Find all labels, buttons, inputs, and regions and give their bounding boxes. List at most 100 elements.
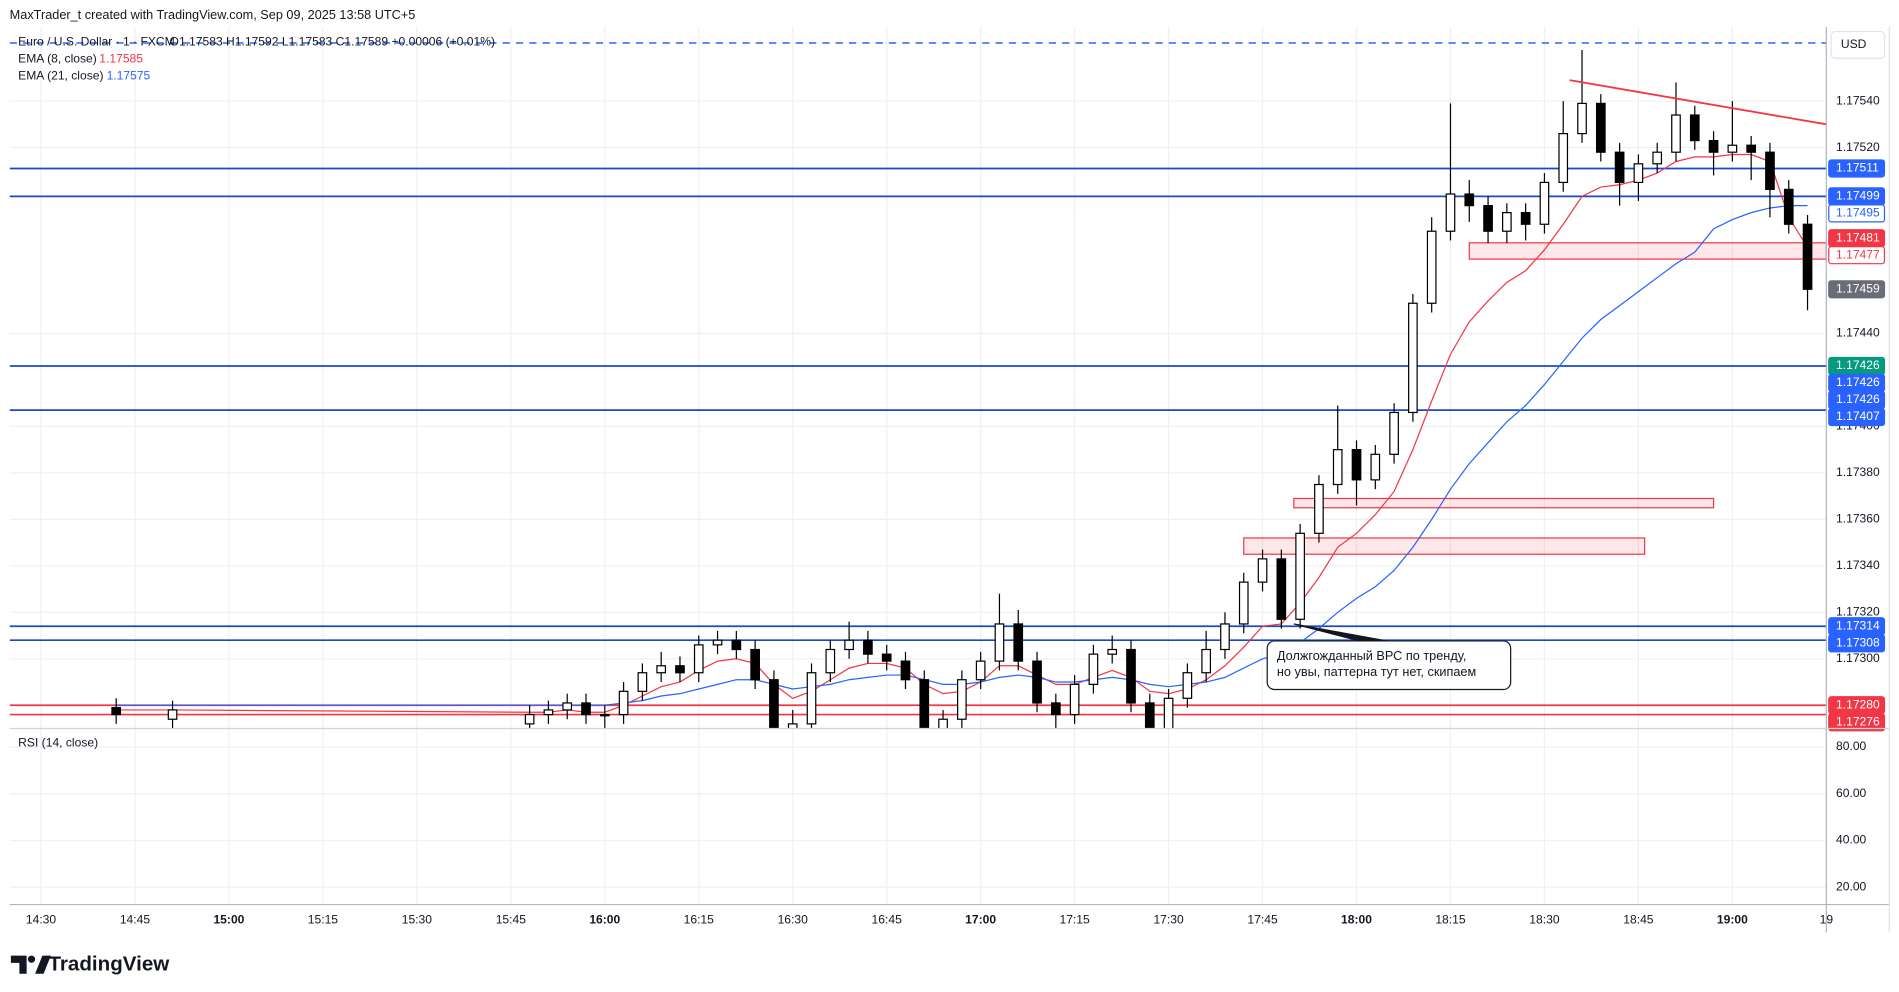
candle-body <box>1689 114 1700 142</box>
axes-layer: 14:30 14:45 15:00 15:15 15:30 15:45 16:00 16:15… <box>18 52 1886 927</box>
currency-box <box>1830 30 1886 59</box>
candle-body <box>1558 133 1569 184</box>
candle-body <box>693 644 704 674</box>
credit: MaxTrader_t created with TradingView.com… <box>10 7 416 22</box>
candle-body <box>1013 623 1024 662</box>
candle-body <box>167 709 178 720</box>
candle-body <box>618 690 629 716</box>
candle-body <box>599 713 610 717</box>
candle-body <box>769 679 779 729</box>
candle-body <box>1445 193 1456 232</box>
candle-body <box>581 702 591 716</box>
legend-name: EMA (8, close) <box>18 52 97 66</box>
logo-dot <box>27 955 36 963</box>
legend-value: 1.17585 <box>99 52 143 66</box>
candle-body <box>881 653 892 662</box>
y-tick-label: 1.17360 <box>1836 512 1880 526</box>
price-label: 1.17495 <box>1836 206 1880 220</box>
candle-body <box>975 660 986 681</box>
candle-body <box>1708 139 1719 153</box>
candle-body <box>1126 648 1136 704</box>
x-tick-label: 18:15 <box>1435 913 1466 927</box>
price-label: 1.17407 <box>1836 409 1880 423</box>
price-label-box <box>1828 407 1886 427</box>
x-tick-label: 14:30 <box>26 913 57 927</box>
candle-body <box>1765 151 1775 190</box>
price-label: 1.17477 <box>1836 247 1880 261</box>
candle-body <box>806 672 817 725</box>
price-label: 1.17499 <box>1836 189 1880 203</box>
candle-body <box>1314 483 1324 534</box>
candle-body <box>1032 660 1042 704</box>
price-label-box <box>1828 159 1886 178</box>
y-tick-label: 1.17320 <box>1836 605 1880 619</box>
candle-body <box>543 709 554 716</box>
zone <box>1293 497 1715 509</box>
price-label: 1.17426 <box>1836 358 1880 372</box>
candle-body <box>524 713 535 725</box>
price-label: 1.17314 <box>1836 618 1880 632</box>
ema-line <box>116 153 1809 713</box>
candle-body <box>825 648 836 674</box>
price-label: 1.17276 <box>1836 714 1880 728</box>
candle-body <box>1652 151 1663 165</box>
rsi-tick-label: 40.00 <box>1836 833 1867 847</box>
x-tick-label: 18:45 <box>1623 913 1654 927</box>
candle-body <box>1276 558 1287 620</box>
x-tick-label: 17:45 <box>1247 913 1278 927</box>
candle-body <box>1502 212 1512 232</box>
x-tick-label: 19:00 <box>1717 913 1748 927</box>
candle-body <box>1802 223 1813 290</box>
legend-value: 1.17575 <box>107 69 151 83</box>
candle-body <box>1370 453 1381 481</box>
x-tick-label: 14:45 <box>120 913 151 927</box>
x-tick-label: 18:00 <box>1341 913 1372 927</box>
x-tick-label: 16:45 <box>872 913 903 927</box>
ema-line <box>116 205 1808 706</box>
price-label-box <box>1828 280 1886 299</box>
price-label: 1.17426 <box>1836 392 1880 406</box>
rsi-tick-label: 60.00 <box>1836 786 1867 800</box>
legend-symbol: Euro / U.S. Dollar · 1 · FXCM <box>18 35 175 49</box>
candle-body <box>1614 151 1625 184</box>
candle-body <box>1144 702 1155 729</box>
x-tick-label: 17:00 <box>965 913 996 927</box>
candle-body <box>1201 648 1212 674</box>
candle-body <box>1783 188 1794 225</box>
candle-body <box>1483 205 1493 232</box>
zone <box>1468 242 1827 260</box>
candle-body <box>1426 230 1437 304</box>
candle-body <box>656 665 667 674</box>
x-tick-label: 17:15 <box>1059 913 1090 927</box>
rsi-tick-label: 20.00 <box>1836 879 1867 893</box>
logo-shape <box>10 955 27 974</box>
candle-body <box>863 639 873 655</box>
candle-body <box>900 660 911 681</box>
candle-body <box>957 679 967 720</box>
candle-body <box>1746 144 1757 153</box>
trend-line <box>1569 79 1827 126</box>
candle-body <box>750 648 760 681</box>
x-tick-label: 17:30 <box>1153 913 1184 927</box>
candle-body <box>1163 697 1174 729</box>
annotation-box <box>1266 640 1512 691</box>
candle-body <box>1539 181 1550 225</box>
candle-body <box>1295 532 1305 620</box>
price-label-box <box>1828 204 1886 223</box>
rsi-title: RSI (14, close) <box>18 735 98 749</box>
y-tick-label: 1.17520 <box>1836 140 1880 154</box>
brand: TradingView <box>48 953 170 976</box>
y-tick-label: 1.17440 <box>1836 326 1880 340</box>
x-tick-label: 16:15 <box>684 913 715 927</box>
price-label-box <box>1828 246 1886 265</box>
candle-body <box>562 702 573 711</box>
candle-body <box>1238 581 1249 625</box>
candle-body <box>1107 648 1118 655</box>
price-label-box <box>1828 713 1886 732</box>
price-label: 1.17308 <box>1836 635 1880 649</box>
candle-body <box>1520 212 1531 225</box>
x-tick-label: 18:30 <box>1529 913 1560 927</box>
candle-body <box>1182 672 1193 699</box>
y-tick-label: 1.17300 <box>1836 651 1880 665</box>
